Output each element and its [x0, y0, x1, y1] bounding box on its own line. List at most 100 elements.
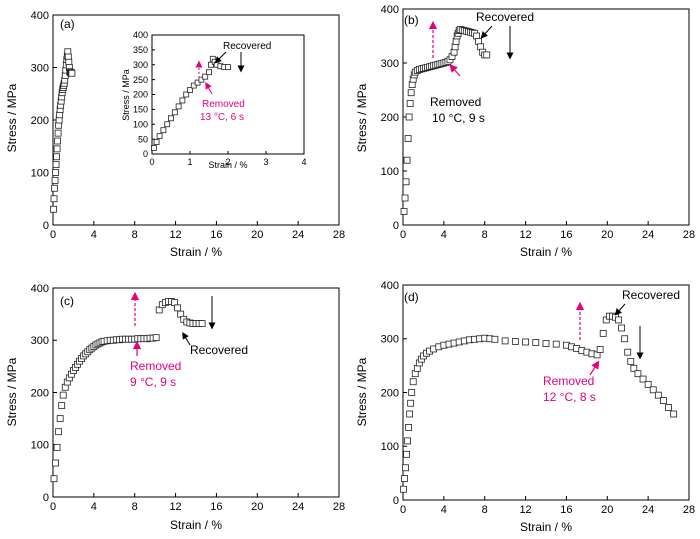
inset-ytick-label: 400 [133, 30, 148, 40]
panel-d-xtick-label: 20 [601, 504, 613, 516]
panel-b-xlabel: Strain / % [520, 245, 572, 259]
inset-point [179, 97, 186, 104]
panel-a-point [54, 137, 61, 145]
panel-c-xtick-label: 24 [292, 501, 304, 513]
inset-point [198, 76, 205, 83]
inset-arrow-recovered [214, 51, 227, 64]
panel-a-xtick-label: 12 [169, 229, 181, 241]
inset-annotation-removed: Removed [202, 99, 245, 110]
panel-c-annotation-condition: 9 °C, 9 s [130, 375, 176, 389]
panel-d-arrow-recovered [614, 303, 626, 316]
panel-c-point [59, 391, 67, 399]
panel-a-label: (a) [60, 17, 75, 31]
panel-d-ytick-label: 0 [393, 495, 399, 507]
panel-b-ytick-label: 300 [381, 58, 399, 70]
panel-b-ytick-label: 400 [381, 4, 399, 16]
panel-a-ylabel: Stress / MPa [5, 83, 19, 152]
panel-c-xtick-label: 0 [50, 501, 56, 513]
panel-c-point [50, 475, 58, 483]
panel-a-point [52, 161, 60, 169]
panel-a-frame [52, 14, 340, 226]
panel-c-ytick-label: 400 [31, 283, 49, 295]
panel-c-point [52, 459, 59, 467]
panel-d-point [409, 378, 417, 386]
panel-d-annotation-removed: Removed [543, 374, 594, 388]
panel-d-ytick-label: 400 [381, 280, 399, 292]
panel-d-ytick-label: 100 [381, 441, 399, 453]
inset-point [225, 64, 231, 71]
inset-point [164, 121, 171, 128]
panel-d-point [654, 391, 662, 399]
inset-point [156, 133, 163, 140]
inset-point [168, 115, 174, 122]
panel-d-xtick-label: 24 [642, 504, 654, 516]
panel-b-xtick-label: 8 [482, 229, 488, 241]
inset-point [171, 109, 178, 116]
panel-a-xtick-label: 28 [333, 229, 345, 241]
panel-b-point [401, 194, 409, 202]
panel-d-annotation-recovered: Recovered [622, 288, 680, 302]
inset-point [202, 73, 209, 80]
panel-a-ytick-label: 300 [31, 62, 49, 74]
panel-a-ytick-label: 0 [43, 220, 49, 232]
panel-c-xtick-label: 4 [91, 501, 97, 513]
panel-c-xtick-label: 8 [132, 501, 138, 513]
panel-c-ytick-label: 300 [31, 335, 49, 347]
panel-d-point [405, 424, 413, 431]
panel-b-label: (b) [404, 13, 419, 27]
panel-d-point [511, 338, 519, 345]
inset-ylabel: Stress / MPa [121, 69, 131, 121]
panel-c-label: (c) [60, 294, 74, 308]
panel-b-point [405, 113, 413, 121]
panel-b-xtick-label: 24 [642, 229, 654, 241]
panel-a-point [53, 153, 60, 161]
panel-b-xtick-label: 4 [441, 229, 447, 241]
panel-b-xtick-label: 16 [560, 229, 572, 241]
panel-c-annotation-recovered: Recovered [190, 343, 248, 357]
panel-d-point [615, 316, 622, 324]
panel-d-xtick-label: 16 [560, 504, 572, 516]
panel-a-point [53, 145, 61, 153]
panel-d-point [501, 337, 509, 345]
panel-a-point [68, 69, 76, 77]
panel-d-point [532, 339, 540, 346]
panel-d-point [542, 340, 550, 347]
inset-ytick-label: 350 [133, 45, 148, 55]
panel-b-point [403, 156, 411, 164]
panel-a-ytick-label: 200 [31, 115, 49, 127]
panel-d-point [630, 364, 638, 372]
panel-b-plot: 0 4 8 12 16 20 24 28 0 100 200 300 400 [381, 4, 695, 241]
panel-b-arrow-removed [449, 63, 461, 77]
panel-b-ytick-label: 0 [393, 220, 399, 232]
inset-point [175, 103, 182, 110]
panel-b-xtick-label: 12 [519, 229, 531, 241]
panel-c-ylabel: Stress / MPa [5, 357, 19, 426]
inset-xtick-label: 0 [149, 157, 154, 167]
panel-d-annotation-condition: 12 °C, 8 s [543, 390, 596, 404]
panel-b-xtick-label: 28 [683, 229, 695, 241]
inset-point [150, 145, 157, 151]
inset-frame [151, 34, 305, 155]
panel-d-point [402, 464, 409, 472]
inset-point [190, 82, 197, 89]
panel-d-point [400, 485, 407, 493]
panel-d-point [649, 386, 657, 394]
panel-d-arrow-removed [589, 360, 600, 376]
panel-d-point [552, 340, 560, 348]
panel-b-point [407, 89, 415, 97]
panel-c-frame [52, 287, 340, 498]
panel-b-point [402, 178, 410, 186]
panel-c-ytick-label: 100 [31, 440, 49, 452]
panel-d-xtick-label: 8 [482, 504, 488, 516]
panel-c-point [53, 443, 61, 451]
panel-a-xtick-label: 16 [210, 229, 222, 241]
panel-b-annotation-recovered: Recovered [476, 10, 534, 24]
panel-a-point [52, 169, 59, 176]
panel-b-point [406, 100, 414, 107]
panel-c-point [55, 428, 63, 436]
panel-d-xtick-label: 0 [400, 504, 406, 516]
inset-ytick-label: 100 [133, 119, 148, 129]
inset-annotation-condition: 13 °C, 6 s [200, 112, 244, 123]
panel-c-point [198, 320, 206, 327]
inset-ytick-label: 200 [133, 90, 148, 100]
